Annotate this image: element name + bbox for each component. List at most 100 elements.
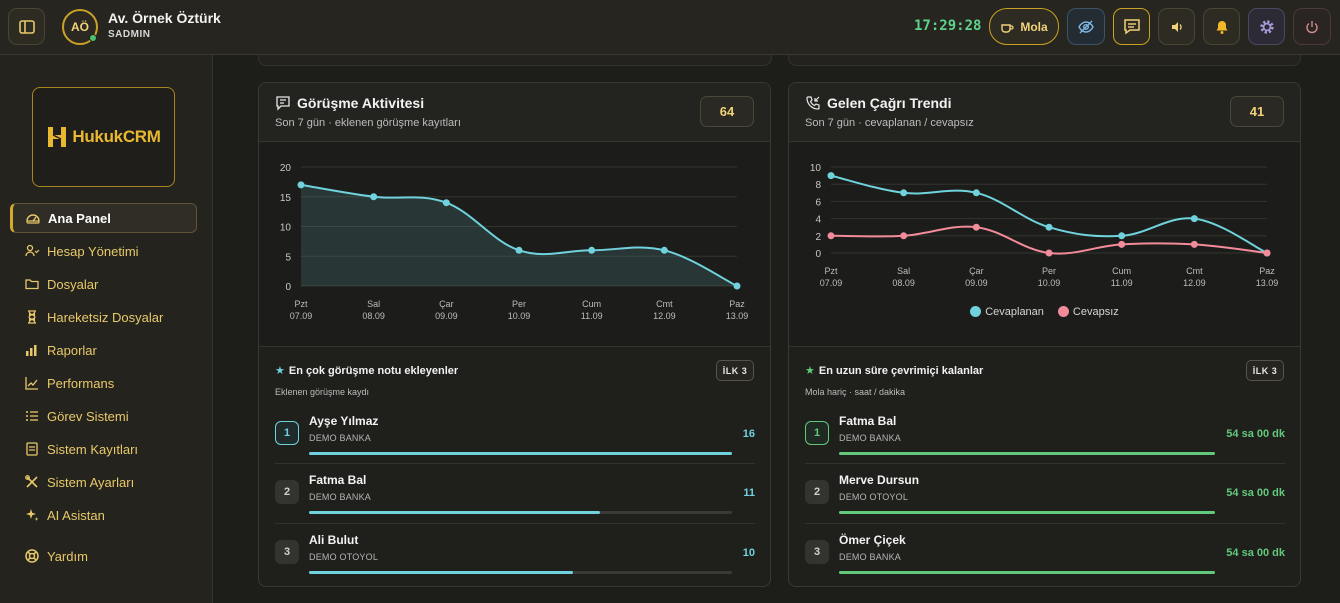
list-item: 2 Fatma Bal DEMO BANKA 11 — [275, 467, 755, 522]
list-item: 3 Ömer Çiçek DEMO BANKA 54 sa 00 dk — [805, 527, 1285, 582]
sidebar-item-yardim[interactable]: Yardım — [10, 541, 197, 571]
sidebar-item-sistem-kayitlari[interactable]: Sistem Kayıtları — [10, 434, 197, 464]
legend-item-missed[interactable]: Cevapsız — [1057, 306, 1119, 318]
x-tick-label: Cmt — [656, 299, 673, 309]
divider — [805, 523, 1285, 524]
sidebar-item-label: Hesap Yönetimi — [47, 243, 139, 259]
data-point — [660, 246, 668, 254]
sidebar-item-hesap-yonetimi[interactable]: Hesap Yönetimi — [10, 236, 197, 266]
divider — [275, 523, 755, 524]
activity-card-header: Görüşme Aktivitesi Son 7 gün · eklenen g… — [259, 83, 770, 142]
x-tick-label: Paz — [729, 299, 745, 309]
logo[interactable]: HukukCRM — [32, 87, 175, 187]
privacy-toggle-button[interactable] — [1067, 8, 1105, 45]
chat-icon — [1123, 18, 1140, 34]
speaker-icon — [1171, 21, 1182, 32]
progress-track — [309, 452, 732, 455]
card-above-right — [788, 55, 1301, 66]
data-point — [1045, 223, 1053, 231]
list-item: 3 Ali Bulut DEMO OTOYOL 10 — [275, 527, 755, 582]
sidebar-item-hareketsiz-dosyalar[interactable]: Hareketsiz Dosyalar — [10, 302, 197, 332]
users-icon — [24, 243, 40, 259]
data-point — [1045, 249, 1053, 257]
data-point — [900, 189, 908, 197]
series-area — [301, 184, 737, 286]
sidebar-item-label: Sistem Ayarları — [47, 474, 135, 490]
folder-icon — [24, 276, 40, 292]
gauge-icon — [25, 210, 41, 226]
log-icon — [24, 441, 40, 457]
x-tick-date: 13.09 — [726, 311, 749, 321]
x-tick-date: 11.09 — [581, 311, 603, 321]
x-tick-label: Sal — [897, 266, 910, 276]
value: 54 sa 00 dk — [1226, 428, 1285, 440]
sidebar-item-raporlar[interactable]: Raporlar — [10, 335, 197, 365]
gear-icon — [1259, 19, 1274, 34]
value: 10 — [742, 547, 755, 559]
sidebar-item-dosyalar[interactable]: Dosyalar — [10, 269, 197, 299]
legend-label: Cevaplanan — [985, 306, 1044, 318]
logout-button[interactable] — [1293, 8, 1331, 45]
y-tick-label: 0 — [815, 249, 821, 260]
x-tick-label: Cmt — [1186, 266, 1203, 276]
eye-off-icon — [1078, 20, 1094, 33]
sidebar-item-performans[interactable]: Performans — [10, 368, 197, 398]
calls-ranking-heading: ★ En uzun süre çevrimiçi kalanlar — [805, 364, 983, 377]
sidebar-item-label: Raporlar — [47, 342, 97, 358]
settings-button[interactable] — [1248, 8, 1285, 45]
x-tick-label: Cum — [1112, 266, 1131, 276]
x-tick-date: 07.09 — [290, 311, 313, 321]
x-tick-label: Paz — [1259, 266, 1275, 276]
calls-card-subtitle: Son 7 gün · cevaplanan / cevapsız — [805, 117, 974, 129]
x-tick-label: Pzt — [824, 266, 838, 276]
x-tick-label: Sal — [367, 299, 380, 309]
calls-chart-legend: Cevaplanan Cevapsız — [789, 306, 1300, 318]
x-tick-date: 12.09 — [1183, 278, 1206, 288]
activity-ranking-title: En çok görüşme notu ekleyenler — [288, 365, 459, 377]
messages-button[interactable] — [1113, 8, 1150, 45]
avatar[interactable]: AÖ — [62, 9, 98, 45]
calls-chart: 0 2 4 6 8 10 Pzt 07.09 Sal 08.09 Çar 09.09 Per 10.09 C… — [789, 142, 1300, 347]
activity-card-title: Görüşme Aktivitesi — [297, 95, 425, 111]
sidebar-item-label: Yardım — [47, 548, 88, 564]
activity-count-badge: 64 — [700, 96, 754, 127]
activity-chart: 0 5 10 15 20 Pzt 07.09 Sal 08.09 Çar 09.09 Per 10.09… — [259, 142, 770, 347]
sound-button[interactable] — [1158, 8, 1195, 45]
calls-count-badge: 41 — [1230, 96, 1284, 127]
x-tick-date: 09.09 — [965, 278, 988, 288]
break-button[interactable]: Mola — [989, 8, 1059, 45]
sidebar-item-ai-asistan[interactable]: AI Asistan — [10, 500, 197, 530]
progress-track — [309, 511, 732, 514]
sidebar-item-sistem-ayarlari[interactable]: Sistem Ayarları — [10, 467, 197, 497]
series-line — [830, 174, 1268, 254]
data-point — [827, 232, 835, 240]
rank-number: 2 — [805, 480, 829, 504]
x-tick-date: 09.09 — [435, 311, 458, 321]
notifications-button[interactable] — [1203, 8, 1240, 45]
y-tick-label: 10 — [810, 163, 822, 174]
tools-icon — [24, 474, 40, 490]
legend-item-answered[interactable]: Cevaplanan — [970, 306, 1044, 318]
divider — [805, 463, 1285, 464]
progress-fill — [839, 571, 1215, 574]
calls-card: Gelen Çağrı Trendi Son 7 gün · cevaplana… — [788, 82, 1301, 587]
sidebar-item-gorev-sistemi[interactable]: Görev Sistemi — [10, 401, 197, 431]
avatar-initials: AÖ — [71, 20, 89, 34]
x-tick-date: 10.09 — [1038, 278, 1061, 288]
person-name: Fatma Bal — [839, 414, 897, 428]
star-icon: ★ — [805, 365, 815, 377]
activity-ranking-subtitle: Eklenen görüşme kaydı — [275, 387, 370, 397]
data-point — [1263, 249, 1271, 257]
rank-number: 3 — [805, 540, 829, 564]
sidebar-item-ana-panel[interactable]: Ana Panel — [10, 203, 197, 233]
data-point — [972, 189, 980, 197]
sidebar-item-label: Dosyalar — [47, 276, 99, 292]
y-tick-label: 4 — [815, 215, 821, 226]
sidebar-toggle-button[interactable] — [8, 8, 45, 45]
legend-swatch — [1057, 306, 1069, 317]
person-name: Ali Bulut — [309, 533, 359, 547]
organization: DEMO OTOYOL — [839, 492, 909, 502]
progress-fill — [839, 452, 1215, 455]
value: 54 sa 00 dk — [1226, 547, 1285, 559]
sidebar-item-label: Performans — [47, 375, 115, 391]
